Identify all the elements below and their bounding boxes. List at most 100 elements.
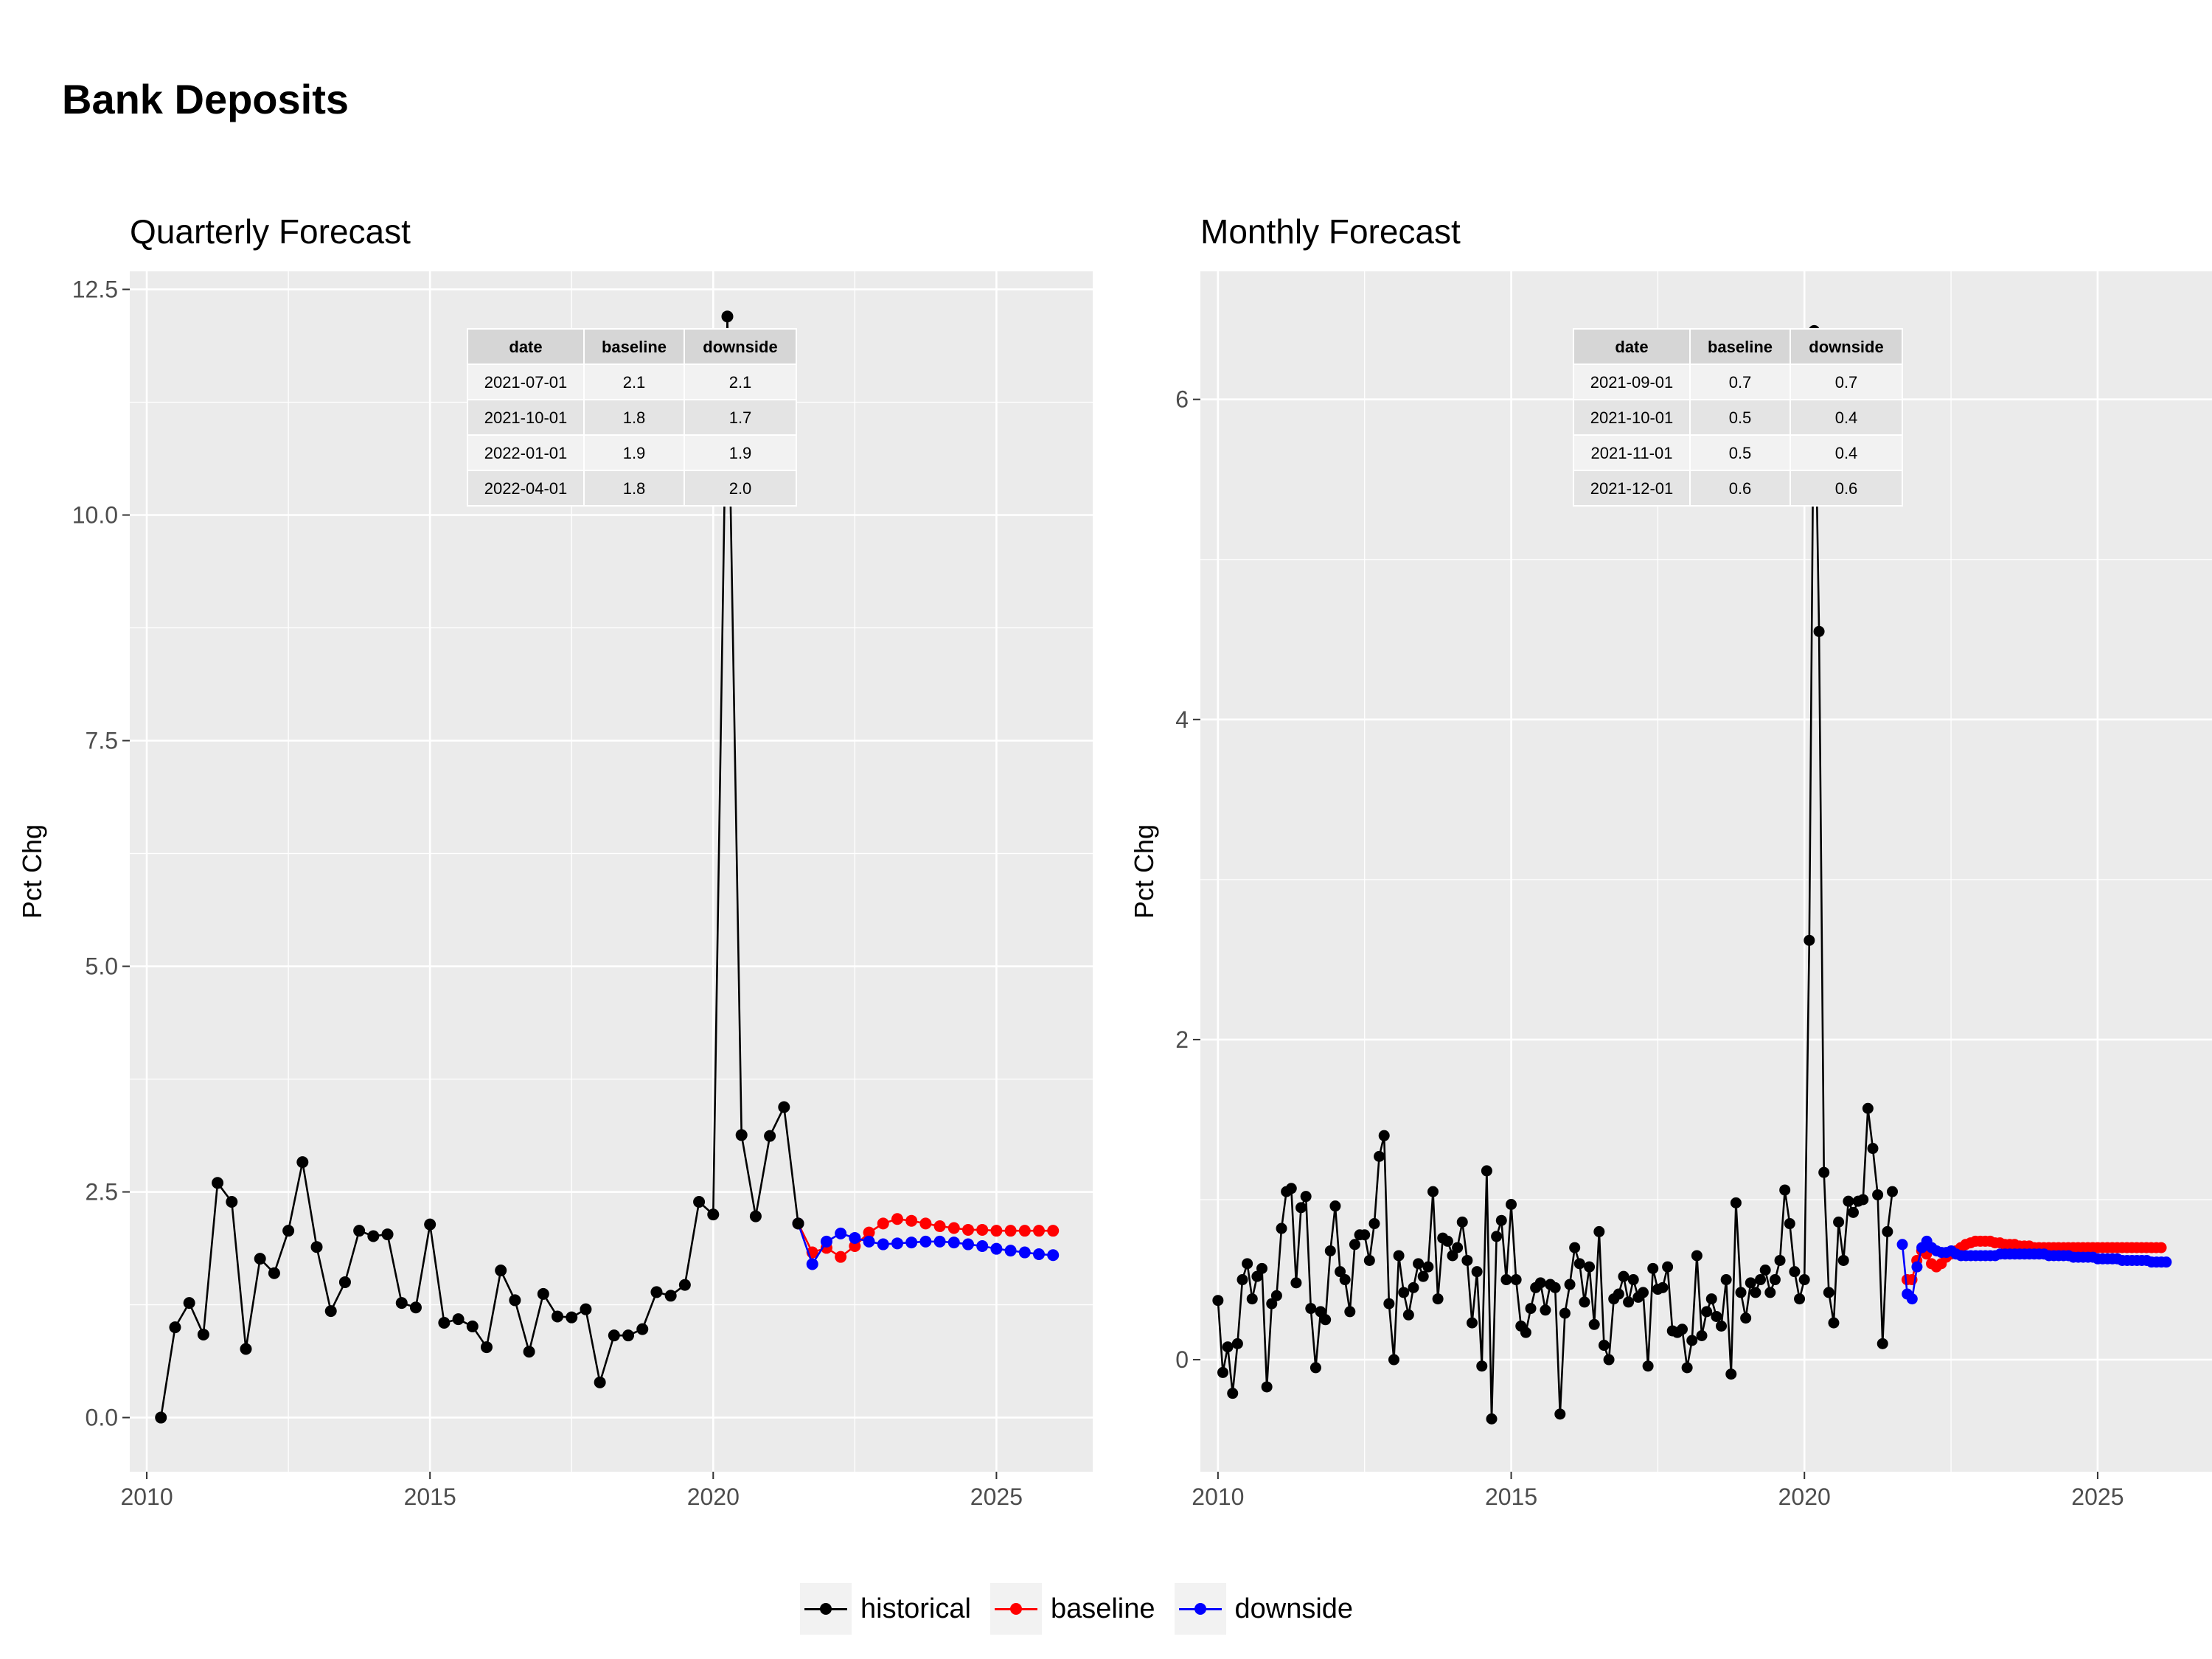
historical-point [452, 1313, 465, 1326]
historical-point [1573, 1258, 1585, 1270]
legend-item-historical: historical [800, 1583, 971, 1635]
table-cell [1790, 364, 1903, 400]
historical-point [1637, 1287, 1649, 1298]
historical-point [1613, 1288, 1624, 1300]
historical-point [622, 1329, 635, 1342]
baseline-point [961, 1223, 974, 1236]
historical-point [395, 1297, 408, 1310]
historical-point [155, 1411, 167, 1424]
historical-point [495, 1265, 507, 1277]
historical-point [197, 1328, 209, 1340]
downside-point [806, 1258, 818, 1270]
legend-key-downside [1174, 1583, 1226, 1635]
historical-point [212, 1177, 224, 1189]
historical-point [1471, 1266, 1483, 1278]
historical-point [1833, 1216, 1845, 1228]
historical-point [438, 1317, 451, 1329]
historical-point [1769, 1274, 1781, 1286]
historical-point [1335, 1266, 1346, 1278]
historical-point [1441, 1235, 1453, 1247]
historical-point [1584, 1261, 1596, 1273]
historical-point [778, 1101, 790, 1113]
baseline-point [947, 1222, 960, 1234]
historical-point [566, 1311, 578, 1324]
baseline-point [1004, 1225, 1017, 1237]
table-cell-text: 2.1 [729, 373, 752, 392]
historical-point [636, 1323, 649, 1335]
historical-point [1506, 1198, 1517, 1210]
historical-point [367, 1230, 380, 1242]
historical-point [1598, 1340, 1610, 1352]
historical-point [1417, 1270, 1429, 1282]
downside-point [820, 1235, 832, 1248]
historical-point [1212, 1295, 1224, 1307]
historical-point [509, 1294, 521, 1307]
legend-item-downside: downside [1174, 1583, 1354, 1635]
downside-point [933, 1235, 946, 1248]
historical-point [324, 1305, 337, 1318]
historical-point [240, 1343, 252, 1355]
historical-point [1520, 1326, 1531, 1338]
historical-point [226, 1196, 238, 1208]
historical-point [409, 1301, 422, 1314]
forecast-table: date baseline downside 2021-09-01 0.7 0.7 2021… [1573, 328, 1903, 507]
historical-point [1818, 1166, 1830, 1178]
historical-point [792, 1217, 804, 1230]
historical-point [1510, 1274, 1522, 1286]
legend-key-historical [800, 1583, 852, 1635]
historical-point [1623, 1296, 1635, 1308]
historical-point [1467, 1317, 1478, 1329]
x-tick-label: 2015 [1485, 1484, 1537, 1510]
historical-point [1774, 1254, 1786, 1266]
historical-point [1500, 1274, 1512, 1286]
chart-legend: historical baseline downside [800, 1581, 1372, 1637]
historical-point [1813, 625, 1825, 637]
table-cell [467, 434, 585, 471]
historical-point [1618, 1270, 1630, 1282]
historical-point [1222, 1341, 1234, 1353]
historical-point [1349, 1239, 1360, 1251]
baseline-point [919, 1217, 932, 1230]
table-cell [1689, 470, 1791, 507]
table-cell-text: 2.1 [623, 373, 646, 392]
historical-point [608, 1329, 620, 1342]
historical-point [523, 1346, 535, 1358]
baseline-point [835, 1251, 847, 1263]
y-tick-label: 5.0 [86, 953, 118, 980]
table-cell-text: 2021-07-01 [484, 373, 568, 392]
historical-point [353, 1225, 366, 1237]
historical-point [1549, 1281, 1561, 1293]
historical-point [1579, 1296, 1590, 1308]
historical-point [1857, 1194, 1869, 1206]
historical-point [1745, 1277, 1756, 1289]
table-header-text: baseline [1708, 338, 1773, 356]
historical-point [1525, 1303, 1537, 1315]
historical-point [1662, 1261, 1674, 1273]
y-tick-label: 0 [1175, 1346, 1189, 1373]
historical-point [1339, 1274, 1351, 1286]
downside-point [1047, 1249, 1060, 1262]
historical-point [650, 1286, 663, 1298]
historical-point [1784, 1218, 1795, 1230]
panel-title: Quarterly Forecast [130, 212, 411, 251]
table-cell [467, 364, 585, 400]
baseline-point [2155, 1242, 2167, 1253]
historical-point [1804, 934, 1815, 946]
legend-label: downside [1234, 1593, 1354, 1624]
historical-point [1686, 1335, 1698, 1346]
historical-point [1691, 1250, 1703, 1262]
y-tick-label: 0.0 [86, 1405, 118, 1431]
baseline-point [976, 1223, 989, 1236]
historical-point [1378, 1130, 1390, 1141]
historical-point [1398, 1287, 1410, 1298]
historical-point [1862, 1102, 1874, 1114]
downside-point [919, 1235, 932, 1248]
historical-point [1569, 1242, 1581, 1253]
historical-point [254, 1253, 266, 1265]
historical-point [1486, 1413, 1498, 1425]
y-tick-label: 10.0 [72, 501, 118, 528]
x-tick-label: 2020 [687, 1484, 740, 1510]
historical-point [1305, 1303, 1317, 1315]
historical-point [1740, 1312, 1752, 1324]
historical-point [1324, 1245, 1336, 1256]
